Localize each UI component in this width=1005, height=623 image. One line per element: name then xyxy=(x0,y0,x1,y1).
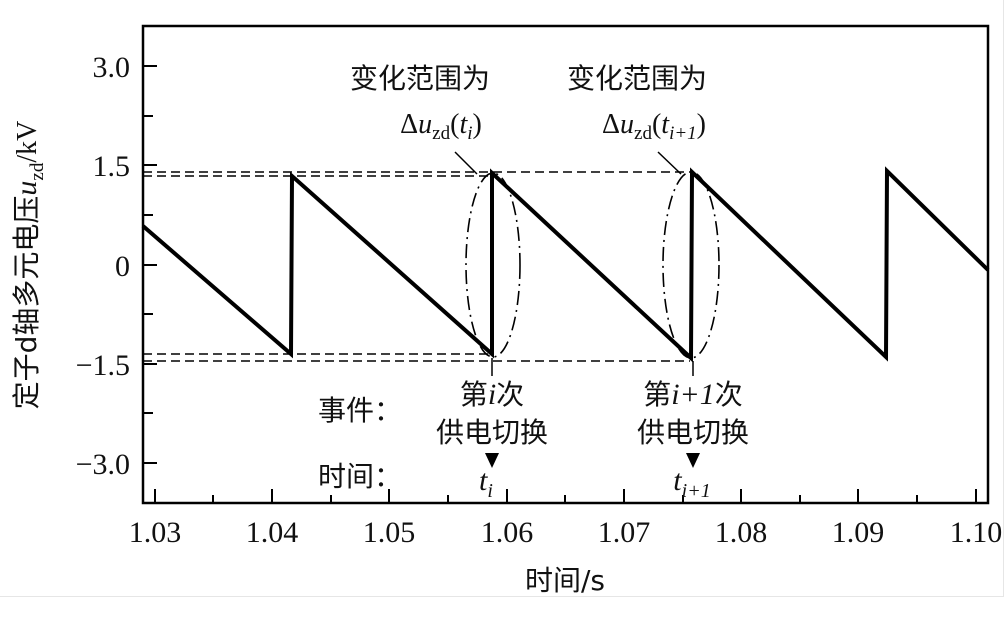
reference-dashed-lines xyxy=(143,171,690,362)
y-axis-ticks xyxy=(143,65,157,464)
range-annotation-i1: 变化范围为 Δuzd(ti+1) xyxy=(567,62,707,144)
x-tick-label: 1.07 xyxy=(598,516,651,549)
svg-text:供电切换: 供电切换 xyxy=(637,416,749,449)
time-label-ti: ti xyxy=(479,464,493,502)
x-tick-label: 1.06 xyxy=(481,516,534,549)
annotation-leader-i1 xyxy=(657,151,682,175)
y-tick-label: 0 xyxy=(115,250,130,283)
plot-frame xyxy=(141,24,990,505)
y-tick-label: 1.5 xyxy=(93,150,131,183)
x-tick-label: 1.04 xyxy=(246,516,299,549)
x-axis-label: 时间/s xyxy=(525,564,605,597)
annotation-leader-i xyxy=(454,151,478,175)
x-tick-label: 1.10 xyxy=(950,516,1003,549)
x-tick-labels: 1.03 1.04 1.05 1.06 1.07 1.08 1.09 1.10 xyxy=(129,516,1003,549)
svg-text:Δuzd(ti): Δuzd(ti) xyxy=(400,109,482,144)
y-tick-label: −1.5 xyxy=(76,349,130,382)
event-i-ellipse xyxy=(465,172,521,358)
x-axis-ticks xyxy=(154,489,977,503)
svg-text:供电切换: 供电切换 xyxy=(436,416,548,449)
event-row-label: 事件： xyxy=(318,394,402,427)
arrow-down-icon xyxy=(485,453,499,468)
x-tick-label: 1.05 xyxy=(363,516,416,549)
range-annotation-i: 变化范围为 Δuzd(ti) xyxy=(350,62,490,144)
event-i-label: 第i次 供电切换 xyxy=(436,378,548,449)
figure-border xyxy=(0,0,1004,597)
arrow-down-icon xyxy=(686,453,700,468)
svg-text:Δuzd(ti+1): Δuzd(ti+1) xyxy=(602,109,706,144)
time-label-ti1: ti+1 xyxy=(673,464,710,502)
event-i1-label: 第i+1次 供电切换 xyxy=(637,378,749,449)
x-tick-label: 1.03 xyxy=(129,516,182,549)
y-tick-labels: 3.0 1.5 0 −1.5 −3.0 xyxy=(76,51,130,481)
x-tick-label: 1.09 xyxy=(832,516,885,549)
time-row-label: 时间： xyxy=(318,460,402,493)
voltage-waveform xyxy=(141,166,990,363)
y-tick-label: 3.0 xyxy=(93,51,131,84)
svg-text:变化范围为: 变化范围为 xyxy=(567,62,707,95)
svg-text:定子d轴多元电压uzd/kV: 定子d轴多元电压uzd/kV xyxy=(10,121,48,410)
svg-text:变化范围为: 变化范围为 xyxy=(350,62,490,95)
y-tick-label: −3.0 xyxy=(76,448,130,481)
x-tick-label: 1.08 xyxy=(715,516,768,549)
svg-text:第i+1次: 第i+1次 xyxy=(643,378,743,411)
event-i1-ellipse xyxy=(662,171,720,359)
y-axis-label: 定子d轴多元电压uzd/kV xyxy=(10,121,48,410)
svg-text:第i次: 第i次 xyxy=(460,378,524,411)
